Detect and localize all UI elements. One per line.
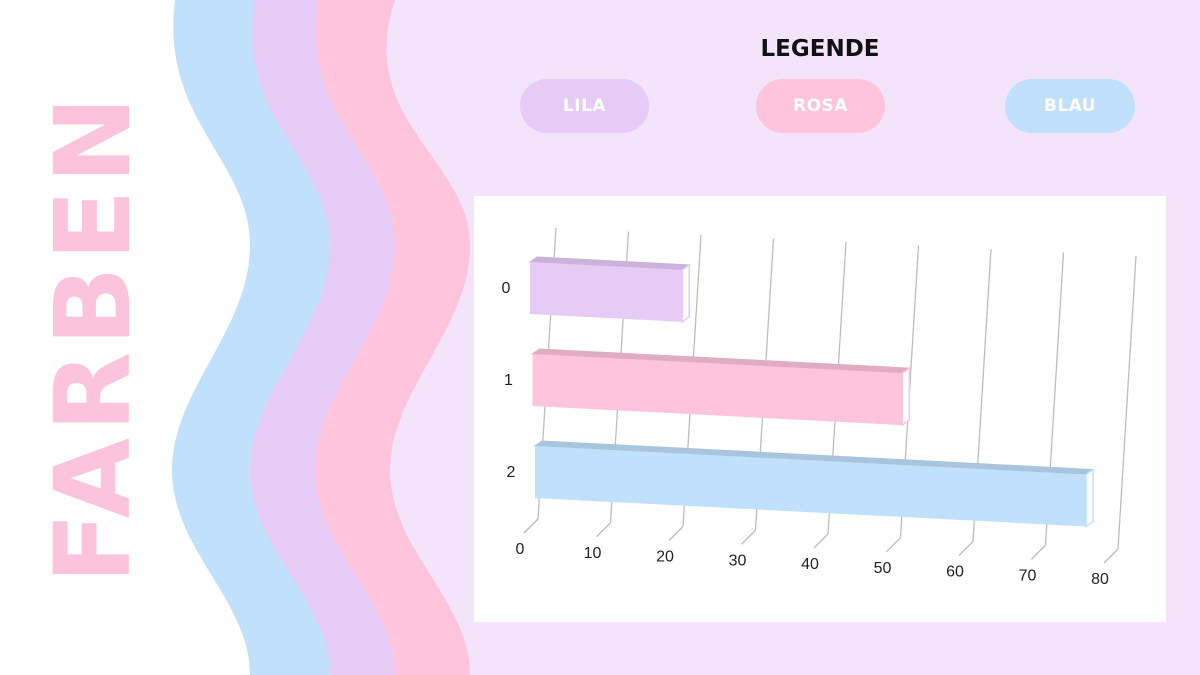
- bar: [535, 446, 1086, 527]
- tick-line: [1103, 548, 1119, 564]
- bar-chart: 0 10 20 30 40 50 60 70 80 0 1 2: [502, 227, 1137, 588]
- bar: [530, 262, 683, 322]
- x-tick-label: 40: [801, 556, 819, 573]
- legend-item-blau: BLAU: [1005, 79, 1135, 133]
- tick-line: [813, 533, 829, 549]
- tick-line: [1031, 544, 1046, 560]
- bar-end-cap: [1085, 468, 1094, 528]
- category-label: 0: [502, 280, 511, 297]
- x-tick-label: 30: [729, 552, 747, 569]
- x-tick-label: 70: [1019, 567, 1037, 584]
- side-title: FARBEN: [32, 90, 154, 584]
- tick-line: [596, 522, 611, 538]
- legend-title: LEGENDE: [760, 36, 880, 62]
- x-tick-label: 80: [1091, 571, 1109, 588]
- floor-edge: [523, 518, 539, 534]
- x-tick-label: 60: [946, 564, 964, 581]
- bar-end-cap: [901, 366, 910, 427]
- tick-line: [886, 537, 901, 553]
- bar: [532, 354, 903, 426]
- x-tick-label: 50: [874, 560, 892, 577]
- category-label: 2: [507, 464, 516, 481]
- chart-panel: 0 10 20 30 40 50 60 70 80 0 1 2: [474, 196, 1166, 622]
- legend-item-rosa: ROSA: [756, 79, 885, 133]
- tick-line: [741, 529, 756, 545]
- legend-item-lila: LILA: [520, 79, 649, 133]
- wave-white: [0, 0, 250, 675]
- category-label: 1: [504, 372, 513, 389]
- bar-end-cap: [681, 263, 690, 324]
- x-tick-label: 20: [656, 549, 674, 566]
- x-tick-label: 10: [584, 545, 602, 562]
- tick-line: [958, 541, 974, 556]
- tick-line: [668, 526, 684, 541]
- x-tick-label: 0: [516, 541, 525, 558]
- gridline: [1117, 255, 1137, 550]
